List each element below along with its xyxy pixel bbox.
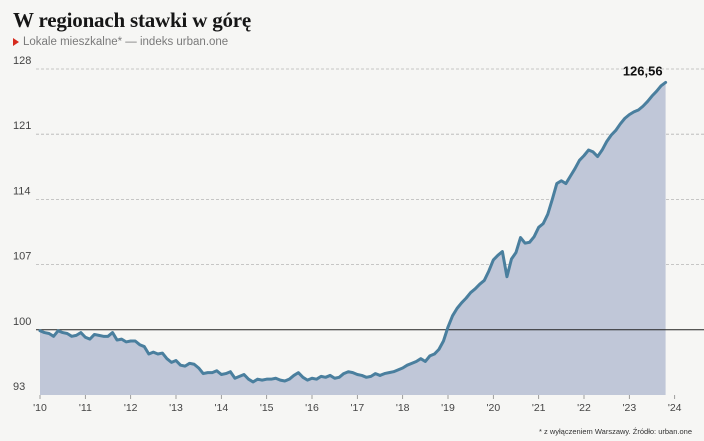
x-tick-label: '17 — [350, 402, 364, 414]
y-tick-label: 128 — [13, 55, 31, 67]
x-axis-ticks: '10 '11 '12 '13 '14 '15 '16 '17 '18 '19 '20 '21 '22 '… — [33, 395, 682, 414]
x-tick-label: '14 — [214, 402, 228, 414]
x-tick-label: '23 — [622, 402, 636, 414]
x-tick-label: '12 — [124, 402, 138, 414]
last-value-label: 126,56 — [623, 63, 663, 78]
index-area-fill — [40, 82, 666, 395]
x-tick-label: '11 — [79, 402, 92, 414]
y-tick-label: 121 — [13, 120, 31, 132]
y-tick-label: 107 — [13, 251, 31, 263]
x-tick-label: '19 — [441, 402, 455, 414]
x-tick-label: '15 — [260, 402, 274, 414]
x-tick-label: '10 — [33, 402, 47, 414]
source-note: * z wyłączeniem Warszawy. Źródło: urban.… — [539, 427, 692, 436]
chart-subtitle: Lokale mieszkalne* — indeks urban.one — [13, 36, 228, 48]
x-tick-label: '22 — [577, 402, 591, 414]
x-tick-label: '13 — [169, 402, 183, 414]
red-triangle-icon — [13, 38, 19, 46]
y-tick-label: 93 — [13, 381, 25, 393]
y-tick-label: 114 — [13, 185, 31, 197]
y-axis-ticks: 93 100 107 114 121 128 — [13, 55, 31, 393]
x-tick-label: '21 — [532, 402, 546, 414]
chart-title: W regionach stawki w górę — [13, 8, 252, 32]
index-series-line — [38, 80, 668, 384]
x-tick-label: '16 — [305, 402, 319, 414]
x-tick-label: '18 — [396, 402, 410, 414]
x-tick-label: '24 — [668, 402, 682, 414]
subtitle-text: Lokale mieszkalne* — indeks urban.one — [23, 36, 229, 48]
x-tick-label: '20 — [486, 402, 500, 414]
y-tick-label: 100 — [13, 316, 31, 328]
